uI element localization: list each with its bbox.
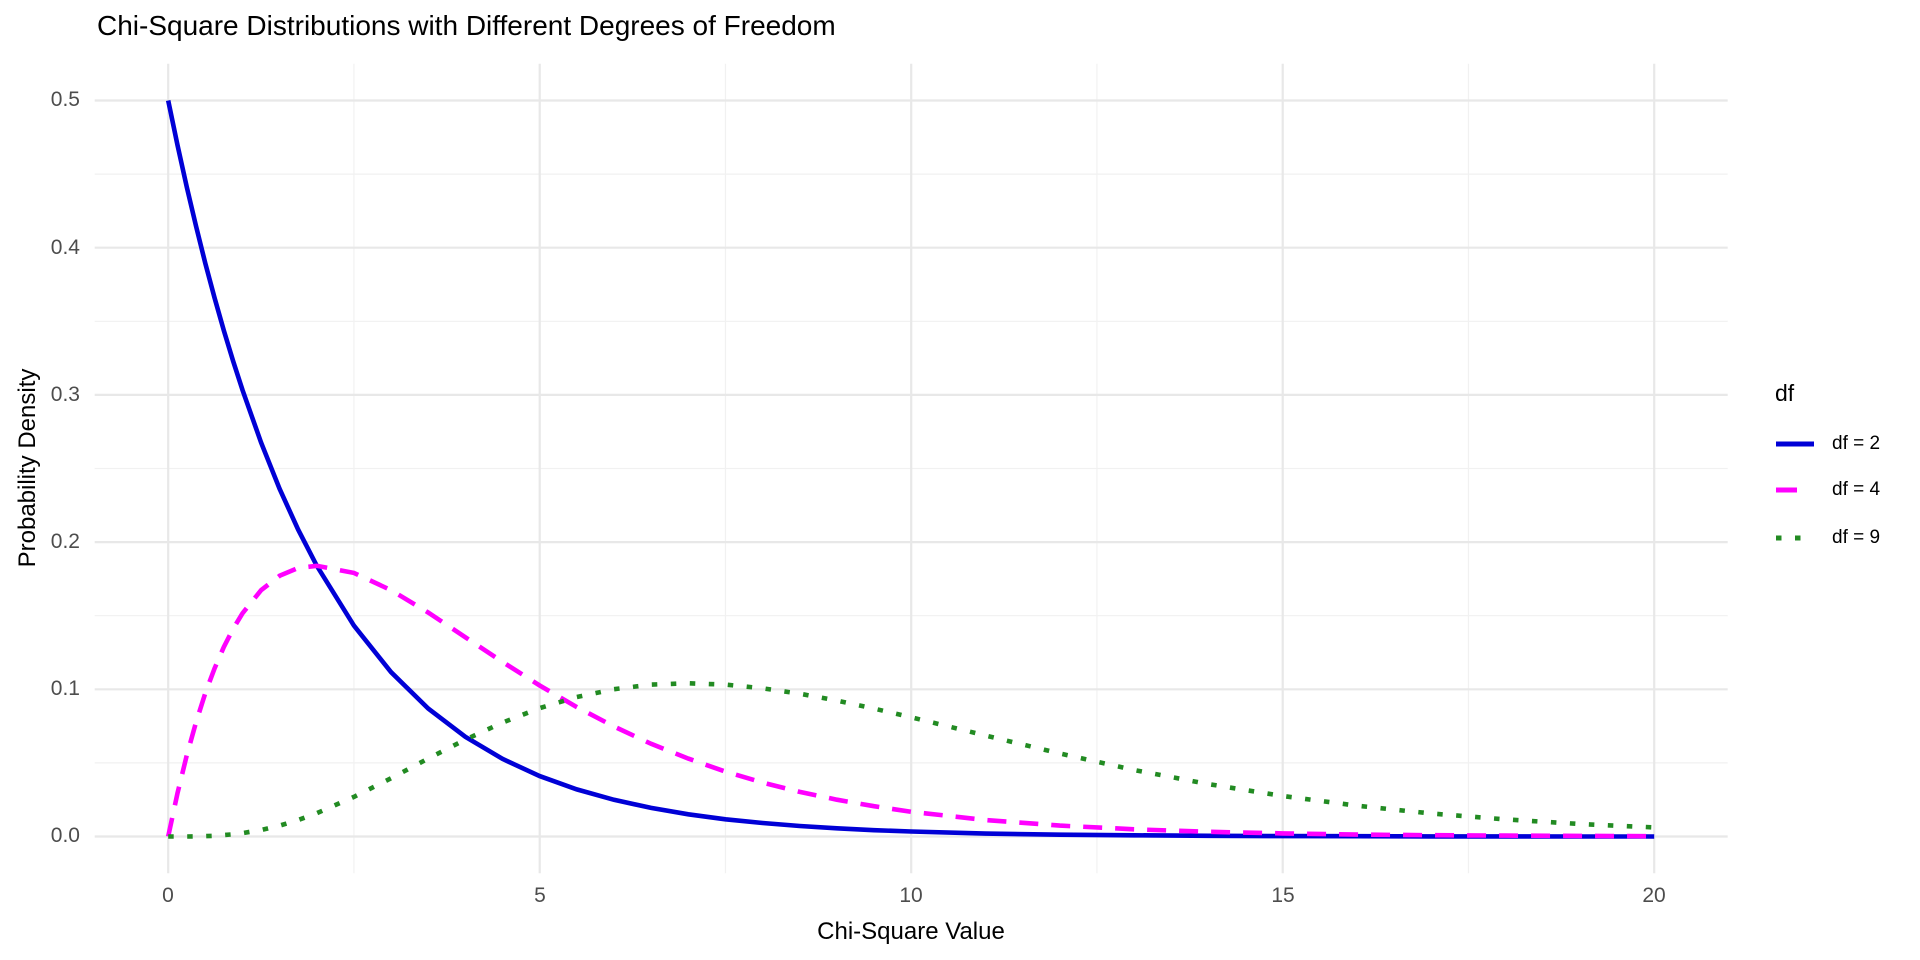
major-gridlines <box>94 63 1728 874</box>
y-tick-0.1: 0.1 <box>50 677 80 700</box>
legend: df df = 2 df = 4 df = 9 <box>1775 0 1920 960</box>
y-tick-0.4: 0.4 <box>50 236 80 259</box>
x-tick-10: 10 <box>899 884 923 907</box>
legend-title: df <box>1775 380 1795 406</box>
legend-label: df = 2 <box>1832 433 1881 454</box>
legend-key-dotted-line <box>1776 535 1814 541</box>
density-curves <box>165 100 1655 839</box>
legend-entry-df-4: df = 4 <box>1775 479 1881 500</box>
y-tick-0.0: 0.0 <box>50 824 80 847</box>
y-axis-tick-labels: 0.0 0.1 0.2 0.3 0.4 0.5 <box>0 0 80 960</box>
x-tick-0: 0 <box>162 884 174 907</box>
curve-df-2 <box>165 100 1655 839</box>
legend-label: df = 4 <box>1832 479 1881 500</box>
x-tick-20: 20 <box>1642 884 1666 907</box>
y-tick-0.5: 0.5 <box>50 88 80 111</box>
x-tick-15: 15 <box>1271 884 1295 907</box>
chart-title: Chi-Square Distributions with Different … <box>97 10 836 41</box>
legend-key-solid-line <box>1776 441 1814 447</box>
x-axis-title: Chi-Square Value <box>817 918 1005 945</box>
x-tick-5: 5 <box>534 884 546 907</box>
y-tick-0.2: 0.2 <box>50 530 80 553</box>
y-tick-0.3: 0.3 <box>50 383 80 406</box>
curve-df-4 <box>165 563 1655 839</box>
legend-key-dashed-line <box>1776 487 1814 493</box>
legend-entry-df-2: df = 2 <box>1775 433 1881 454</box>
legend-label: df = 9 <box>1832 527 1881 548</box>
legend-entry-df-9: df = 9 <box>1775 527 1881 548</box>
curve-df-9 <box>168 680 1655 839</box>
